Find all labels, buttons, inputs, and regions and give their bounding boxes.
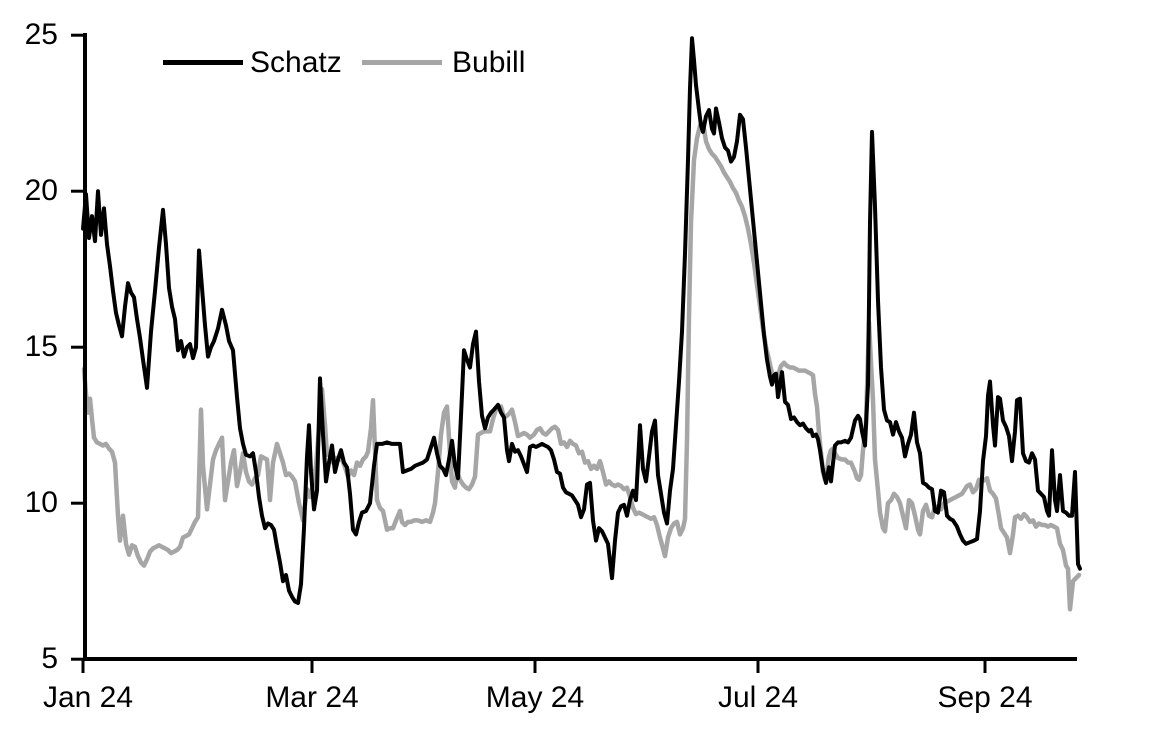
legend-label-schatz: Schatz bbox=[250, 46, 342, 79]
schatz-legend-line-swatch bbox=[163, 60, 243, 65]
y-axis-label-5: 5 bbox=[41, 642, 58, 675]
y-axis-label-25: 25 bbox=[24, 18, 58, 51]
x-axis-label-may24: May 24 bbox=[485, 681, 585, 714]
y-axis-label-20: 20 bbox=[24, 174, 58, 207]
legend-label-bubill: Bubill bbox=[452, 46, 526, 79]
series-line-bubill bbox=[81, 120, 1082, 612]
x-axis-label-jul24: Jul 24 bbox=[717, 681, 799, 714]
x-axis-label-jan24: Jan 24 bbox=[42, 681, 134, 714]
bubill-legend-line-swatch bbox=[362, 60, 442, 65]
series-line-schatz bbox=[81, 36, 1082, 605]
y-axis-label-15: 15 bbox=[24, 330, 58, 363]
x-axis-label-mar24: Mar 24 bbox=[265, 681, 359, 714]
y-axis-label-10: 10 bbox=[24, 486, 58, 519]
x-axis-label-sep24: Sep 24 bbox=[937, 681, 1033, 714]
